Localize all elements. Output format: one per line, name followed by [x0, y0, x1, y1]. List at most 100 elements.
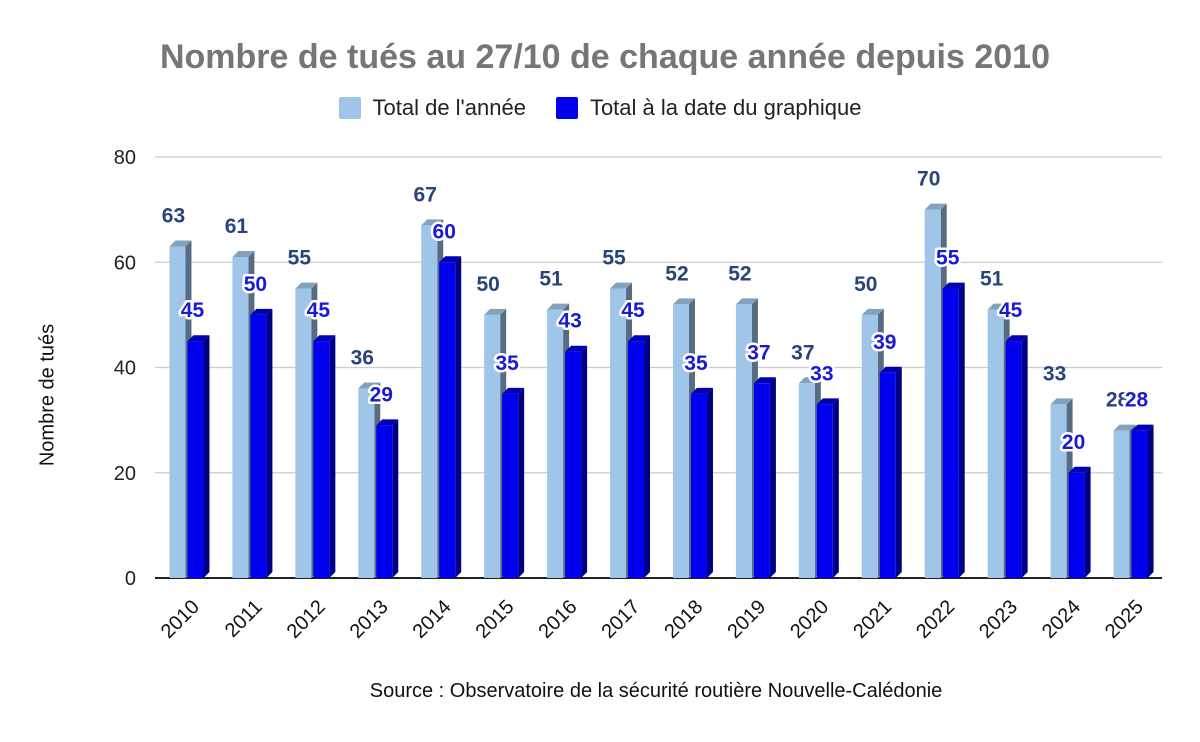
x-axis-ticks: 2010 2011 2012 2013 2014 2015 2016 2017 2018 2019… — [157, 596, 1148, 643]
bar-top — [690, 387, 713, 394]
bar-front — [798, 383, 815, 578]
bar-side — [958, 282, 965, 578]
x-tick-label: 2023 — [975, 596, 1022, 643]
x-tick-label: 2018 — [660, 596, 707, 643]
x-tick-label: 2022 — [912, 596, 959, 643]
bar-total-date-2015 — [502, 387, 525, 578]
legend-swatch-total-date — [555, 97, 578, 119]
legend-item-total-date: Total à la date du graphique — [555, 95, 862, 121]
y-tick-label: 80 — [114, 147, 136, 169]
bar-total-date-2024 — [1068, 466, 1091, 578]
bar-total-date-2019 — [753, 377, 776, 578]
bar-front — [987, 309, 1004, 578]
bar-side — [266, 308, 273, 578]
bar-top — [358, 382, 381, 389]
bar-top — [232, 250, 255, 257]
x-tick-label: 2025 — [1101, 596, 1148, 643]
bar-front — [1113, 430, 1130, 578]
bar-side — [1147, 424, 1154, 578]
x-tick-label: 2011 — [221, 596, 267, 642]
bar-front — [1068, 472, 1085, 578]
data-label-total-date: 28 — [1125, 389, 1149, 412]
bar-top — [879, 366, 902, 373]
bar-side — [455, 256, 462, 578]
data-label-total-date: 50 — [244, 273, 267, 296]
bar-front — [439, 262, 456, 578]
bar-front — [1005, 341, 1022, 578]
bars — [169, 203, 1154, 579]
bar-side — [329, 335, 336, 578]
bar-side — [895, 366, 902, 578]
bar-top — [798, 377, 821, 384]
data-label-total-annee: 33 — [1043, 362, 1066, 385]
bar-top — [1131, 424, 1154, 431]
data-label-total-annee: 37 — [791, 341, 814, 364]
bar-front — [672, 304, 689, 578]
bar-side — [203, 335, 210, 578]
x-tick-label: 2015 — [472, 596, 519, 643]
bar-total-date-2022 — [942, 282, 965, 578]
bar-total-date-2011 — [250, 308, 273, 578]
data-label-total-date: 29 — [370, 383, 393, 406]
y-tick-label: 20 — [114, 463, 136, 485]
bar-top — [421, 219, 444, 226]
bar-side — [706, 387, 713, 578]
bar-top — [484, 308, 507, 315]
bar-side — [518, 387, 525, 578]
bar-front — [1131, 430, 1148, 578]
bar-top — [565, 345, 588, 352]
bar-front — [313, 341, 330, 578]
data-label-total-date: 35 — [684, 352, 708, 375]
data-label-total-date: 33 — [810, 362, 833, 385]
bar-total-date-2017 — [628, 335, 651, 578]
bar-front — [358, 388, 375, 578]
x-tick-label: 2012 — [283, 596, 330, 643]
data-label-total-date: 60 — [433, 220, 456, 243]
bar-front — [610, 288, 627, 578]
bar-top — [672, 298, 695, 305]
bar-total-date-2010 — [187, 335, 210, 578]
data-label-total-annee: 67 — [414, 183, 437, 206]
bar-top — [861, 308, 884, 315]
bar-top — [295, 282, 318, 289]
bar-front — [250, 314, 267, 578]
bar-front — [295, 288, 312, 578]
bar-front — [547, 309, 564, 578]
bar-front — [628, 341, 645, 578]
data-label-total-date: 45 — [621, 299, 645, 322]
data-label-total-annee: 70 — [917, 168, 940, 191]
bar-side — [644, 335, 651, 578]
legend-item-total-annee: Total de l'année — [338, 95, 526, 121]
bar-total-date-2012 — [313, 335, 336, 578]
bar-front — [942, 288, 959, 578]
bar-total-date-2020 — [816, 398, 839, 578]
bar-side — [769, 377, 776, 578]
data-label-total-annee: 55 — [602, 247, 626, 270]
bar-total-date-2013 — [376, 419, 399, 578]
bar-front — [861, 314, 878, 578]
bar-total-date-2023 — [1005, 335, 1028, 578]
legend-swatch-total-annee — [338, 97, 361, 119]
x-tick-label: 2010 — [157, 596, 204, 643]
data-label-total-date: 39 — [873, 331, 896, 354]
bar-side — [392, 419, 399, 578]
data-label-total-date: 37 — [747, 341, 770, 364]
bar-total-date-2016 — [565, 345, 588, 578]
data-label-total-annee: 51 — [980, 268, 1004, 291]
data-label-total-annee: 63 — [162, 204, 185, 227]
y-tick-label: 60 — [114, 252, 136, 274]
data-label-total-annee: 50 — [854, 273, 877, 296]
bar-top — [439, 256, 462, 263]
x-tick-label: 2014 — [409, 596, 456, 643]
bar-top — [187, 335, 210, 342]
bar-front — [421, 225, 438, 578]
bar-front — [1050, 404, 1067, 578]
legend-label-total-date: Total à la date du graphique — [589, 95, 862, 120]
x-tick-label: 2017 — [597, 596, 644, 643]
bar-front — [502, 393, 519, 578]
bar-top — [628, 335, 651, 342]
x-tick-label: 2021 — [849, 596, 896, 643]
bar-top — [987, 303, 1010, 310]
bar-top — [1068, 466, 1091, 473]
